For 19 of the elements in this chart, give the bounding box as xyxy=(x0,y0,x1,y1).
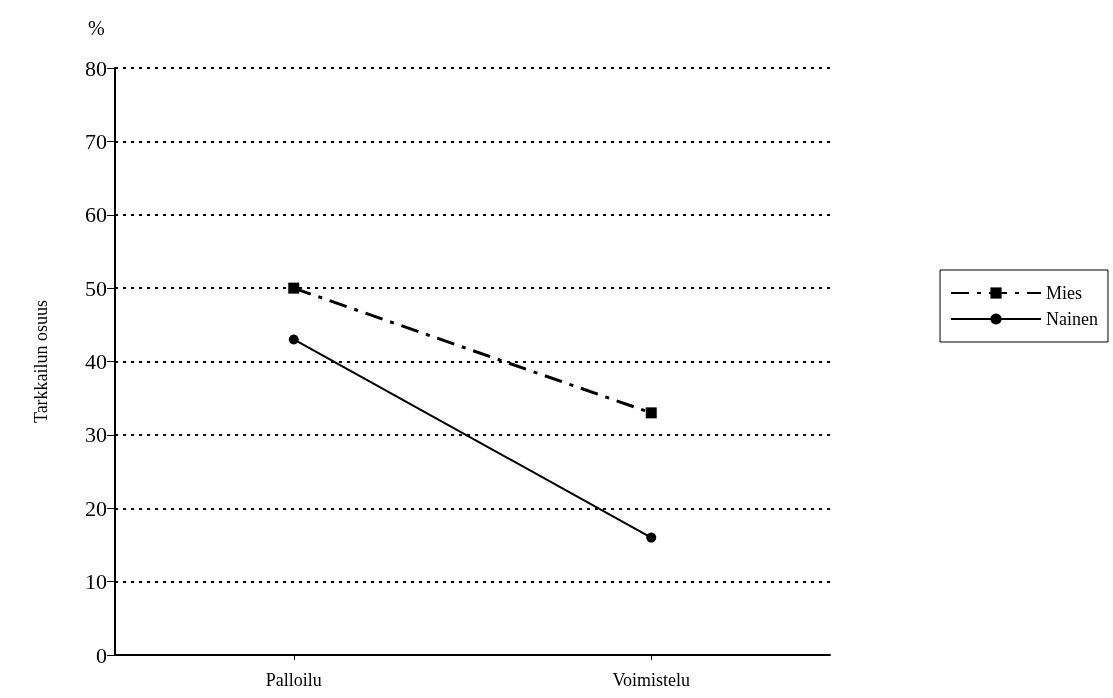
y-tick-label: 0 xyxy=(96,642,107,668)
point xyxy=(288,282,300,294)
y-axis-title: Tarkkailun osuus xyxy=(31,299,51,424)
y-tick-label: 80 xyxy=(85,55,107,81)
legend-label: Mies xyxy=(1046,283,1083,303)
point xyxy=(645,407,657,419)
y-tick-label: 20 xyxy=(85,495,107,521)
y-tick-label: 10 xyxy=(85,569,107,595)
y-tick-label: 30 xyxy=(85,422,107,448)
legend-label: Nainen xyxy=(1046,309,1099,329)
point xyxy=(646,532,657,543)
y-tick-label: 70 xyxy=(85,128,107,154)
text: % xyxy=(88,17,105,39)
y-tick-label: 40 xyxy=(85,349,107,374)
y-tick-label: 60 xyxy=(85,202,107,228)
x-tick-label: Voimistelu xyxy=(612,670,691,690)
y-tick-label: 50 xyxy=(85,275,107,301)
point xyxy=(288,334,299,345)
x-tick-label: Palloilu xyxy=(265,670,322,690)
